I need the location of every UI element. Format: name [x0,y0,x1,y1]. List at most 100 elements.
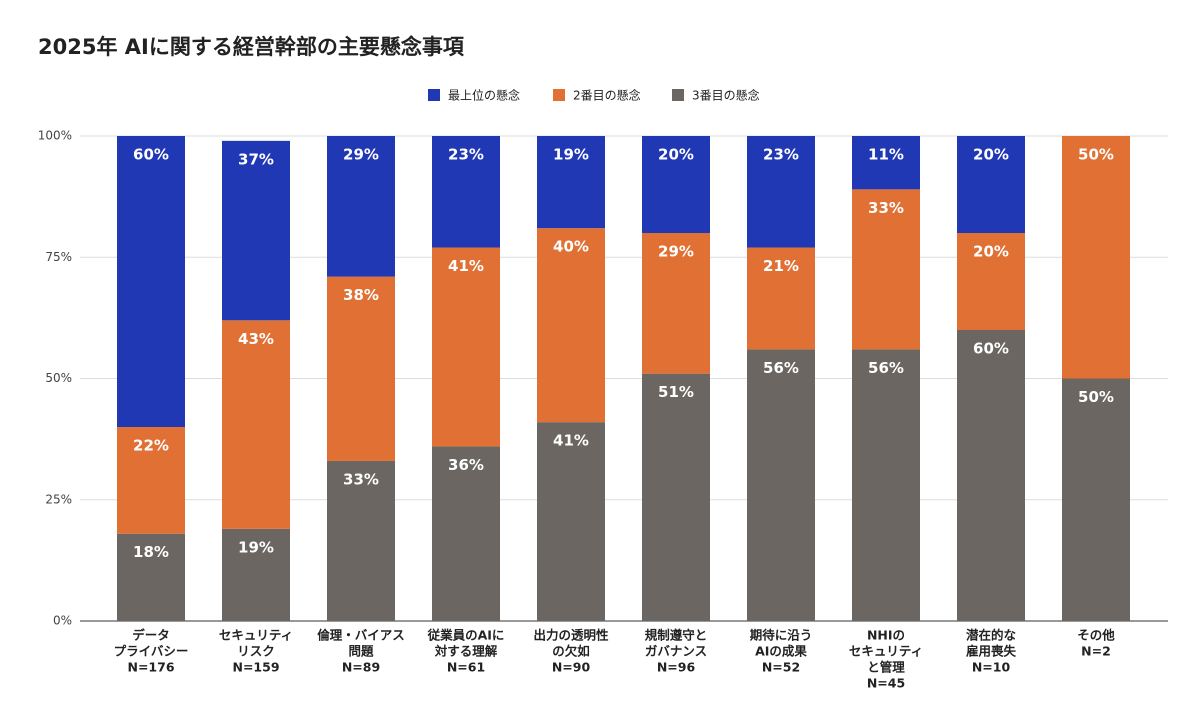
x-tick-label: その他 [1077,628,1115,643]
data-label: 51% [658,383,694,401]
data-label: 43% [238,330,274,348]
x-tick-label: セキュリティ [849,644,923,659]
x-tick-label: プライバシー [114,644,189,659]
y-tick-label: 25% [45,492,72,506]
legend-label: 3番目の懸念 [692,88,760,103]
bar-segment [642,373,710,621]
data-label: 33% [868,199,904,217]
legend-label: 最上位の懸念 [448,88,520,103]
data-label: 40% [553,238,589,256]
bar-segment [642,233,710,374]
x-tick-label: 出力の透明性 [533,628,609,643]
x-tick-label: 期待に沿う [750,628,813,643]
data-label: 22% [133,437,169,455]
x-tick-label: N=159 [232,660,279,675]
x-tick-label: N=90 [552,660,591,675]
bar-segment [852,136,920,190]
data-label: 19% [238,538,274,556]
legend-label: 2番目の懸念 [573,88,641,103]
x-tick-label: 倫理・バイアス [317,628,405,643]
data-label: 41% [448,257,484,275]
data-label: 20% [973,243,1009,261]
legend-swatch [672,89,684,101]
legend-swatch [553,89,565,101]
data-label: 56% [763,359,799,377]
x-tick-label: N=10 [972,660,1011,675]
data-label: 36% [448,456,484,474]
bar-segment [852,349,920,621]
x-tick-label: ガバナンス [645,644,707,659]
data-label: 21% [763,257,799,275]
bar-segment [1062,136,1130,379]
bar-segment [327,136,395,277]
bar-segment [957,233,1025,330]
y-tick-label: 50% [45,371,72,385]
bar-segment [222,528,290,621]
data-label: 56% [868,359,904,377]
x-tick-label: 従業員のAIに [427,628,505,643]
legend-swatch [428,89,440,101]
bar-segment [1062,378,1130,621]
data-label: 41% [553,432,589,450]
bar-segment [222,140,290,321]
x-tick-label: の欠如 [552,644,590,659]
x-tick-label: リスク [237,644,275,659]
x-tick-label: と管理 [867,660,905,675]
y-tick-label: 75% [45,250,72,264]
bar-segment [747,247,815,350]
bar-segment [537,228,605,423]
data-label: 60% [133,146,169,164]
bar-segment [957,330,1025,621]
bar-segment [537,136,605,229]
x-tick-label: N=176 [127,660,174,675]
bar-segment [432,136,500,248]
x-tick-label: 雇用喪失 [966,644,1017,659]
x-tick-label: N=61 [447,660,485,675]
data-label: 20% [973,146,1009,164]
bar-segment [957,136,1025,233]
x-tick-label: 潜在的な [966,628,1016,643]
x-tick-label: AIの成果 [755,644,807,659]
bar-segment [327,276,395,461]
data-label: 38% [343,286,379,304]
bar-segment [852,189,920,350]
x-tick-label: 規制遵守と [645,628,708,643]
data-label: 23% [448,146,484,164]
data-label: 37% [238,150,274,168]
x-tick-label: NHIの [867,628,905,643]
data-label: 11% [868,146,904,164]
bar-segment [222,320,290,529]
x-tick-label: セキュリティ [219,628,293,643]
chart-title: 2025年 AIに関する経営幹部の主要懸念事項 [38,35,465,59]
data-label: 50% [1078,146,1114,164]
x-tick-label: データ [132,628,170,643]
bar-segment [117,533,185,621]
data-label: 60% [973,340,1009,358]
y-tick-label: 0% [53,614,72,628]
x-tick-label: 問題 [348,644,374,659]
x-tick-label: N=2 [1081,644,1111,659]
x-tick-label: N=89 [342,660,380,675]
data-label: 50% [1078,388,1114,406]
bar-segment [117,427,185,534]
data-label: 29% [343,146,379,164]
bar-segment [747,136,815,248]
bar-segment [432,247,500,447]
y-tick-label: 100% [38,129,72,143]
x-tick-label: N=96 [657,660,696,675]
x-tick-label: 対する理解 [434,644,498,659]
data-label: 19% [553,146,589,164]
bar-segment [747,349,815,621]
bar-segment [537,422,605,621]
data-label: 29% [658,243,694,261]
x-tick-label: N=52 [762,660,800,675]
data-label: 18% [133,543,169,561]
bar-segment [327,460,395,621]
bar-segment [432,446,500,621]
bar-segment [117,136,185,427]
x-tick-label: N=45 [867,676,905,691]
data-label: 20% [658,146,694,164]
data-label: 33% [343,470,379,488]
data-label: 23% [763,146,799,164]
